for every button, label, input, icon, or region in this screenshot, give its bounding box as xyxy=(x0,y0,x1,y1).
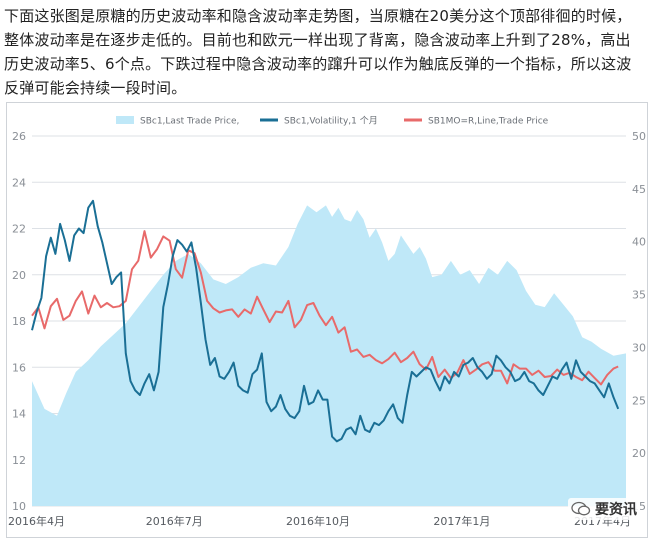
legend-label: SBc1,Volatility,1 个月 xyxy=(284,116,378,127)
legend-label: SBc1,Last Trade Price, xyxy=(140,117,239,127)
y-axis-left: 10 12 14 16 18 20 22 24 26 xyxy=(12,130,26,513)
y-right-tick-label: 45 xyxy=(632,183,646,196)
legend-item-iv: SB1MO=R,Line,Trade Price xyxy=(404,117,549,127)
y-right-tick-label: 50 xyxy=(632,130,646,143)
y-left-tick-label: 12 xyxy=(12,454,26,467)
y-right-tick-label: 20 xyxy=(632,447,646,460)
y-left-tick-label: 24 xyxy=(12,176,26,189)
implied-volatility-line xyxy=(31,230,619,386)
y-left-tick-label: 18 xyxy=(12,315,26,328)
y-left-tick-label: 20 xyxy=(12,269,26,282)
y-left-tick-label: 16 xyxy=(12,361,26,374)
y-left-tick-label: 26 xyxy=(12,130,26,143)
x-tick-label: 2016年4月 xyxy=(8,514,65,528)
legend-swatch xyxy=(116,116,134,124)
y-right-tick-label: 25 xyxy=(632,394,646,407)
legend-item-price: SBc1,Last Trade Price, xyxy=(116,116,239,127)
article-paragraph-block: 下面这张图是原糖的历史波动率和隐含波动率走势图，当原糖在20美分这个顶部徘徊的时… xyxy=(4,4,644,100)
x-tick-label: 2016年7月 xyxy=(146,514,203,528)
y-left-tick-label: 22 xyxy=(12,223,26,236)
legend-item-vol: SBc1,Volatility,1 个月 xyxy=(260,116,378,127)
line-series-group xyxy=(31,199,620,443)
y-right-tick-label: 40 xyxy=(632,236,646,249)
y-right-tick-label: 35 xyxy=(632,289,646,302)
watermark: 要资讯 xyxy=(568,498,640,520)
watermark-text: 要资讯 xyxy=(595,502,637,518)
historical-volatility-line xyxy=(31,199,620,443)
y-left-tick-label: 14 xyxy=(12,408,26,421)
chart-svg: SBc1,Last Trade Price, SBc1,Volatility,1 … xyxy=(6,102,648,538)
x-tick-label: 2016年10月 xyxy=(286,514,350,528)
y-left-tick-label: 10 xyxy=(12,500,26,513)
x-tick-label: 2017年1月 xyxy=(433,514,490,528)
price-area-series xyxy=(32,205,626,506)
legend-label: SB1MO=R,Line,Trade Price xyxy=(428,117,549,127)
chat-bubble-icon xyxy=(571,501,591,517)
volatility-chart: SBc1,Last Trade Price, SBc1,Volatility,1 … xyxy=(6,102,648,538)
chart-legend: SBc1,Last Trade Price, SBc1,Volatility,1 … xyxy=(116,116,549,127)
y-right-tick-label: 30 xyxy=(632,341,646,354)
price-area xyxy=(32,205,626,506)
article-text: 下面这张图是原糖的历史波动率和隐含波动率走势图，当原糖在20美分这个顶部徘徊的时… xyxy=(4,7,632,97)
